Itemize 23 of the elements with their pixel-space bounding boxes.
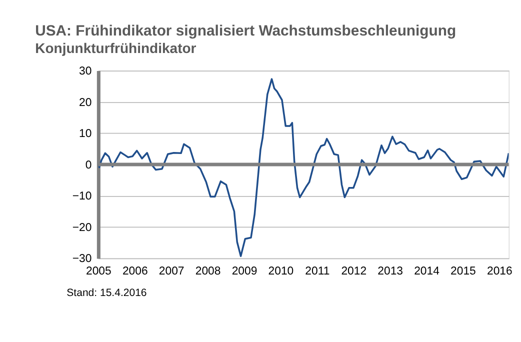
x-tick-label: 2014 <box>414 266 440 278</box>
x-tick-label: 2012 <box>341 266 367 278</box>
y-tick-label: 0 <box>85 159 92 172</box>
y-tick-label: −10 <box>72 190 92 203</box>
y-tick-label: 20 <box>78 96 92 109</box>
x-tick-label: 2016 <box>487 266 512 278</box>
y-tick-label: 30 <box>78 66 92 78</box>
x-tick-label: 2008 <box>195 266 221 278</box>
x-tick-label: 2007 <box>158 266 184 278</box>
y-tick-label: 10 <box>78 128 92 140</box>
text: Stand: 15.4.2016 <box>66 287 147 300</box>
x-tick-label: 2013 <box>378 266 403 278</box>
line-series <box>98 78 509 257</box>
x-tick-label: 2009 <box>232 266 258 278</box>
chart-subtitle: Konjunkturfrühindikator <box>35 40 197 56</box>
x-tick-label: 2011 <box>305 266 330 278</box>
x-tick-label: 2006 <box>122 266 148 278</box>
x-tick-label: 2005 <box>86 266 112 278</box>
y-tick-label: −30 <box>72 253 92 266</box>
x-tick-label: 2010 <box>268 266 294 278</box>
y-tick-label: −20 <box>72 222 92 234</box>
chart-title: USA: Frühindikator signalisiert Wachstumsbeschleunigung <box>35 24 456 40</box>
x-tick-label: 2015 <box>450 266 476 278</box>
